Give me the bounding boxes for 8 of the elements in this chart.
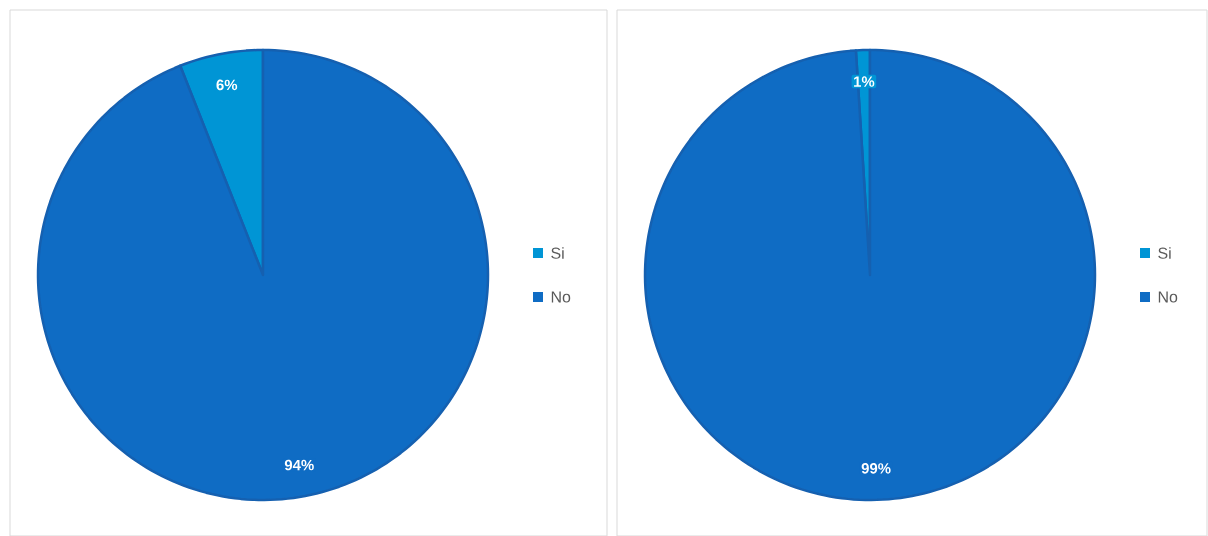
data-label: 94% (284, 459, 314, 471)
legend-label: Si (551, 247, 564, 259)
legend-label: Si (1158, 247, 1171, 259)
data-label: 6% (216, 79, 238, 91)
legend-label: No (1158, 291, 1178, 303)
data-label: 1% (854, 76, 875, 87)
legend-label: No (551, 291, 571, 303)
data-label: 99% (861, 463, 891, 474)
